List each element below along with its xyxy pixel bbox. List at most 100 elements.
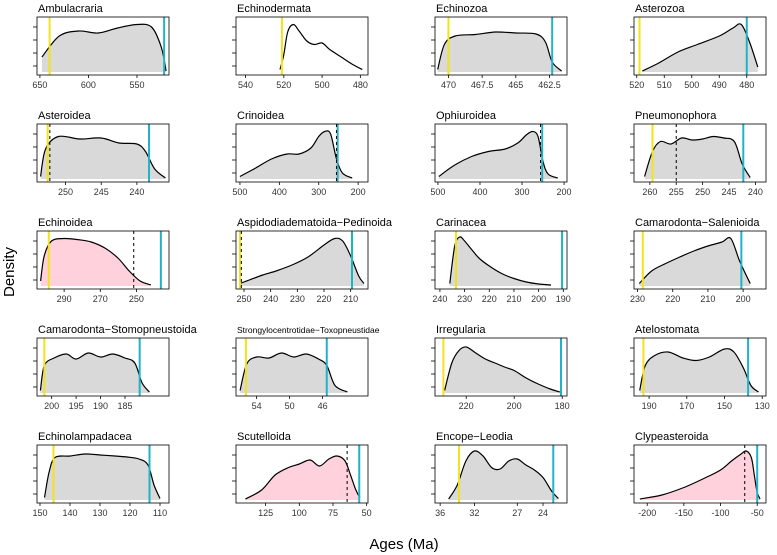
panel-frame <box>235 444 369 504</box>
x-tick-label: 200 <box>507 401 522 411</box>
density-area <box>449 236 551 286</box>
panel: Irregularia 220 200 180 <box>431 324 570 411</box>
x-tick-label: 240 <box>432 294 447 304</box>
x-tick-label: 245 <box>722 187 737 197</box>
x-tick-label: 230 <box>290 294 305 304</box>
x-tick-label: 480 <box>739 80 754 90</box>
panel-title: Strongylocentrotidae−Toxopneustidae <box>237 325 380 335</box>
x-tick-label: 240 <box>748 187 763 197</box>
density-area <box>444 346 560 393</box>
panel-title: Carinacea <box>436 217 487 229</box>
panel: Asterozoa 520 510 500 490 480 <box>629 3 767 90</box>
x-tick-label: 200 <box>531 294 546 304</box>
x-tick-label: 75 <box>328 508 338 518</box>
panel-frame <box>633 16 767 76</box>
panel: Camarodonta−Salenioida 230 220 210 200 <box>630 217 767 304</box>
x-tick-label: 210 <box>700 294 715 304</box>
panel-frame <box>36 16 170 76</box>
x-tick-label: 270 <box>93 294 108 304</box>
x-tick-label: -150 <box>675 508 693 518</box>
panel-grid: Ambulacraria 650 600 550 Echinodermata 540 520… <box>32 3 769 518</box>
panel-title: Echinozoa <box>436 3 488 15</box>
x-tick-label: -100 <box>712 508 730 518</box>
x-tick-label: 467.5 <box>471 80 494 90</box>
panel: Encope−Leodia 36 32 27 24 <box>431 431 568 518</box>
x-tick-label: 500 <box>315 80 330 90</box>
x-tick-label: 230 <box>630 294 645 304</box>
panel-frame <box>36 230 170 290</box>
density-area <box>639 348 759 393</box>
x-tick-label: 470 <box>441 80 456 90</box>
x-tick-label: 600 <box>81 80 96 90</box>
density-area <box>40 352 150 393</box>
x-tick-label: 240 <box>263 294 278 304</box>
panel-title: Crinoidea <box>237 110 285 122</box>
panel-frame <box>36 123 170 183</box>
panel: Asteroidea 250 245 240 <box>33 110 170 197</box>
x-tick-label: 150 <box>32 508 47 518</box>
x-tick-label: 210 <box>343 294 358 304</box>
x-tick-label: 550 <box>129 80 144 90</box>
x-tick-label: -50 <box>751 508 764 518</box>
x-tick-label: 240 <box>129 187 144 197</box>
x-tick-label: 170 <box>679 401 694 411</box>
density-area <box>41 24 167 72</box>
density-curve <box>39 352 150 393</box>
x-tick-label: 465 <box>508 80 523 90</box>
x-tick-label: 200 <box>736 294 751 304</box>
panel-title: Asterozoa <box>635 3 685 15</box>
panel-frame <box>36 337 170 397</box>
x-tick-label: 300 <box>311 187 326 197</box>
density-curve <box>449 236 552 286</box>
panel: Echinodermata 540 520 500 480 <box>232 3 369 90</box>
panel-frame <box>434 123 568 183</box>
x-axis-label: Ages (Ma) <box>369 536 438 553</box>
x-tick-label: 24 <box>538 508 548 518</box>
density-curve <box>639 348 759 393</box>
x-tick-label: 400 <box>472 187 487 197</box>
panel-frame <box>633 337 767 397</box>
x-tick-label: 250 <box>236 294 251 304</box>
panel-title: Pneumonophora <box>635 110 717 122</box>
density-area <box>448 450 559 500</box>
x-tick-label: 255 <box>669 187 684 197</box>
x-tick-label: 50 <box>362 508 372 518</box>
x-tick-label: -200 <box>638 508 656 518</box>
x-tick-label: 200 <box>351 187 366 197</box>
density-area <box>639 450 761 500</box>
density-area <box>642 23 758 72</box>
x-tick-label: 490 <box>712 80 727 90</box>
density-curve <box>41 23 167 72</box>
x-tick-label: 200 <box>44 401 59 411</box>
panel: Echinolampadacea 150 140 130 120 110 <box>32 431 170 518</box>
x-tick-label: 260 <box>642 187 657 197</box>
panel: Ambulacraria 650 600 550 <box>32 3 170 90</box>
density-area <box>40 136 166 179</box>
panel-frame <box>633 123 767 183</box>
x-tick-label: 290 <box>57 294 72 304</box>
x-tick-label: 180 <box>555 401 570 411</box>
panel: Echinoidea 290 270 250 <box>33 217 170 304</box>
panel: Aspidodiadematoida−Pedinoida 250 240 230 220… <box>232 217 393 304</box>
x-tick-label: 245 <box>94 187 109 197</box>
x-tick-label: 200 <box>557 187 572 197</box>
panel-frame <box>633 230 767 290</box>
density-curve <box>644 135 751 178</box>
x-tick-label: 195 <box>69 401 84 411</box>
x-tick-label: 250 <box>58 187 73 197</box>
panel-title: Camarodonta−Salenioida <box>635 217 760 229</box>
panel: Clypeasteroida -200 -150 -100 -50 <box>630 431 767 518</box>
x-tick-label: 250 <box>695 187 710 197</box>
x-tick-label: 480 <box>353 80 368 90</box>
x-tick-label: 400 <box>272 187 287 197</box>
x-tick-label: 190 <box>642 401 657 411</box>
x-tick-label: 36 <box>435 508 445 518</box>
panel: Ophiuroidea 500 400 300 200 <box>430 110 571 197</box>
density-curve <box>444 346 560 393</box>
panel-frame <box>235 16 369 76</box>
x-tick-label: 540 <box>238 80 253 90</box>
x-tick-label: 250 <box>129 294 144 304</box>
panel-title: Camarodonta−Stomopneustoida <box>38 324 198 336</box>
x-tick-label: 500 <box>232 187 247 197</box>
